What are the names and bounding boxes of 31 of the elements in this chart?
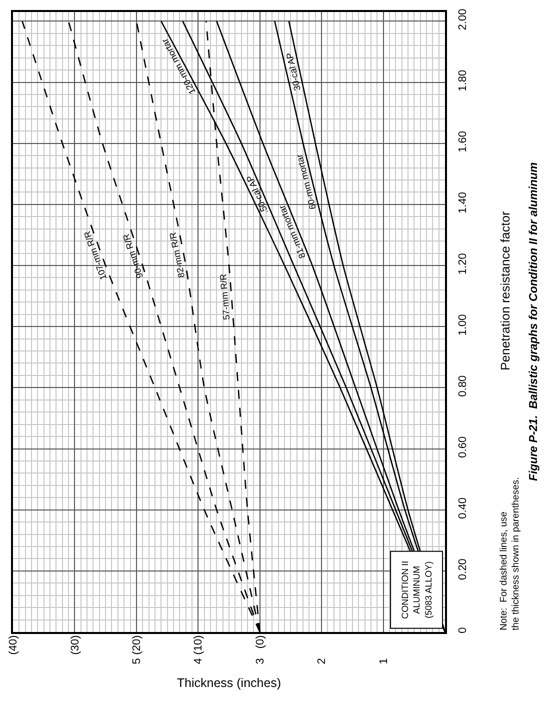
text: 107-mm R/R xyxy=(82,229,109,282)
x-tick-label: 1 xyxy=(378,658,390,664)
text: 82-mm R/R xyxy=(167,230,187,279)
x2-tick-label: (20) xyxy=(131,635,144,655)
y-axis-title: Penetration resistance factor xyxy=(498,211,512,370)
x-tick-label: 3 xyxy=(254,658,266,664)
y-tick-label: 2.00 xyxy=(456,8,469,30)
y-tick-label: 0.60 xyxy=(456,436,469,458)
y-tick-label: 1.40 xyxy=(456,192,469,214)
y-tick-label: 0.20 xyxy=(456,558,469,580)
y-tick-label: 1.80 xyxy=(456,70,469,92)
y-tick-label: 1.00 xyxy=(456,314,469,336)
x-axis-title: Thickness (inches) xyxy=(176,676,282,690)
y-tick-label: 0.40 xyxy=(456,497,469,519)
x-tick-label: 5 xyxy=(131,658,144,664)
x2-tick-label: (10) xyxy=(192,635,205,655)
annotation: CONDITION II ALUMINUM (5083 ALLOY) xyxy=(400,560,434,619)
x2-tick-label: (0) xyxy=(254,635,266,649)
text: Note: For dashed lines, use the thickness shown in parentheses. xyxy=(498,477,522,630)
x2-tick-label: (40) xyxy=(8,635,20,655)
text: 57-mm R/R xyxy=(218,273,232,320)
text: 30-cal AP xyxy=(284,52,302,92)
y-tick-label: 0 xyxy=(456,627,469,634)
text: Figure P-21. Ballistic graphs for Condition II for aluminum xyxy=(528,162,540,482)
x2-tick-label: (30) xyxy=(69,635,82,655)
y-tick-label: 0.80 xyxy=(456,375,469,397)
y-tick-label: 1.60 xyxy=(456,130,469,152)
x-tick-label: 2 xyxy=(316,658,328,664)
y-tick-label: 1.20 xyxy=(456,253,469,275)
text: 90-mm R/R xyxy=(120,232,146,280)
x-tick-label: 4 xyxy=(192,658,205,664)
